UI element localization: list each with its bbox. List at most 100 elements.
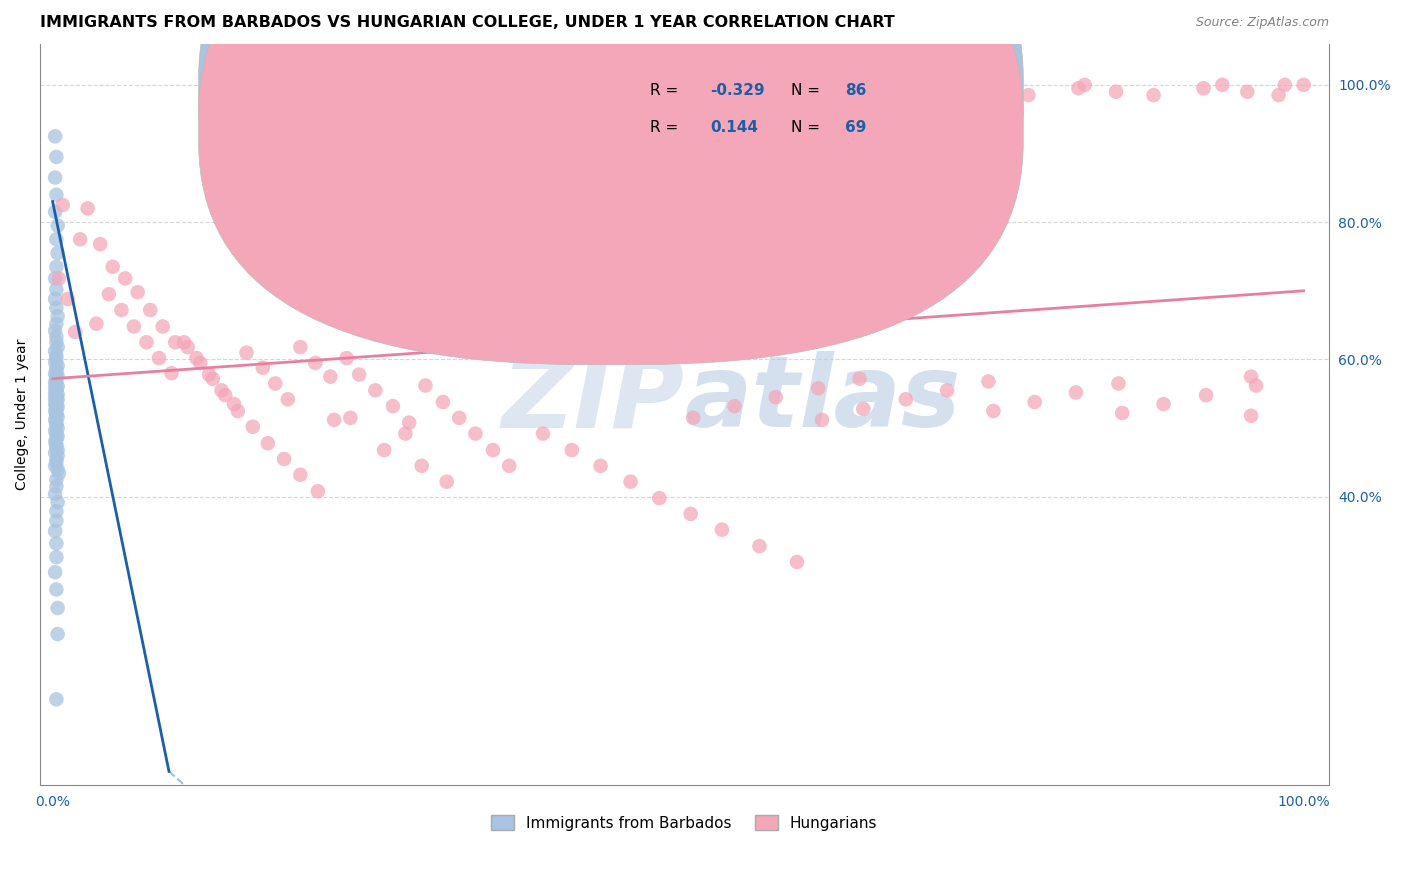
Point	[46, 462, 69, 476]
Point	[201, 372, 224, 386]
Point	[122, 319, 145, 334]
Point	[177, 340, 200, 354]
Text: atlas: atlas	[685, 351, 960, 448]
Point	[46, 219, 69, 233]
Point	[63, 325, 86, 339]
Point	[160, 366, 183, 380]
Point	[381, 399, 404, 413]
Point	[449, 410, 471, 425]
Point	[264, 376, 287, 391]
Point	[44, 458, 66, 473]
Point	[411, 458, 433, 473]
Point	[46, 359, 69, 373]
Point	[45, 187, 67, 202]
Point	[45, 335, 67, 350]
Point	[45, 348, 67, 362]
Point	[45, 282, 67, 296]
Point	[939, 78, 962, 92]
Point	[290, 340, 312, 354]
Point	[46, 379, 69, 393]
Point	[45, 394, 67, 409]
Point	[561, 443, 583, 458]
Text: N =: N =	[792, 120, 825, 135]
Point	[44, 292, 66, 306]
Point	[1244, 378, 1267, 392]
Point	[101, 260, 124, 274]
Point	[45, 260, 67, 274]
Point	[46, 392, 69, 407]
Point	[46, 449, 69, 463]
Point	[45, 426, 67, 441]
Point	[1108, 376, 1130, 391]
Point	[942, 81, 965, 95]
Point	[45, 432, 67, 446]
Point	[1017, 88, 1039, 103]
Point	[44, 367, 66, 381]
Point	[44, 524, 66, 538]
Point	[44, 386, 66, 401]
Point	[76, 202, 98, 216]
Point	[786, 555, 808, 569]
Point	[188, 356, 211, 370]
Point	[436, 475, 458, 489]
Point	[464, 426, 486, 441]
Point	[977, 375, 1000, 389]
Point	[45, 373, 67, 387]
Point	[46, 429, 69, 443]
Text: Source: ZipAtlas.com: Source: ZipAtlas.com	[1195, 16, 1329, 29]
Text: ZIP: ZIP	[502, 351, 685, 448]
Point	[152, 319, 174, 334]
Point	[1142, 88, 1164, 103]
Point	[589, 458, 612, 473]
Point	[983, 404, 1005, 418]
Point	[44, 413, 66, 427]
Point	[679, 507, 702, 521]
Point	[89, 237, 111, 252]
Point	[214, 388, 236, 402]
Point	[1067, 81, 1090, 95]
Point	[531, 426, 554, 441]
Point	[44, 566, 66, 580]
Point	[1153, 397, 1175, 411]
Point	[748, 539, 770, 553]
Point	[336, 351, 359, 365]
Point	[252, 360, 274, 375]
Point	[848, 372, 870, 386]
Point	[347, 368, 370, 382]
Point	[45, 364, 67, 378]
Point	[45, 301, 67, 315]
Point	[339, 410, 361, 425]
Text: N =: N =	[792, 83, 825, 98]
Point	[45, 371, 67, 385]
Text: 86: 86	[845, 83, 868, 98]
Point	[44, 205, 66, 219]
Point	[44, 271, 66, 285]
Point	[46, 340, 69, 354]
Point	[45, 399, 67, 413]
Point	[46, 443, 69, 458]
Point	[44, 355, 66, 369]
Point	[44, 324, 66, 338]
Point	[52, 198, 75, 212]
Point	[44, 424, 66, 438]
Point	[323, 413, 346, 427]
Point	[46, 421, 69, 435]
Point	[1274, 78, 1296, 92]
Point	[45, 440, 67, 454]
Point	[46, 309, 69, 323]
Point	[45, 389, 67, 403]
Point	[186, 351, 208, 365]
Point	[45, 384, 67, 398]
Point	[256, 436, 278, 450]
Point	[86, 317, 108, 331]
Point	[139, 303, 162, 318]
Point	[46, 400, 69, 414]
Point	[198, 368, 221, 382]
Point	[482, 443, 505, 458]
Point	[45, 437, 67, 451]
Point	[211, 384, 233, 398]
Point	[45, 377, 67, 392]
Point	[45, 401, 67, 416]
Point	[46, 495, 69, 509]
Point	[46, 246, 69, 260]
